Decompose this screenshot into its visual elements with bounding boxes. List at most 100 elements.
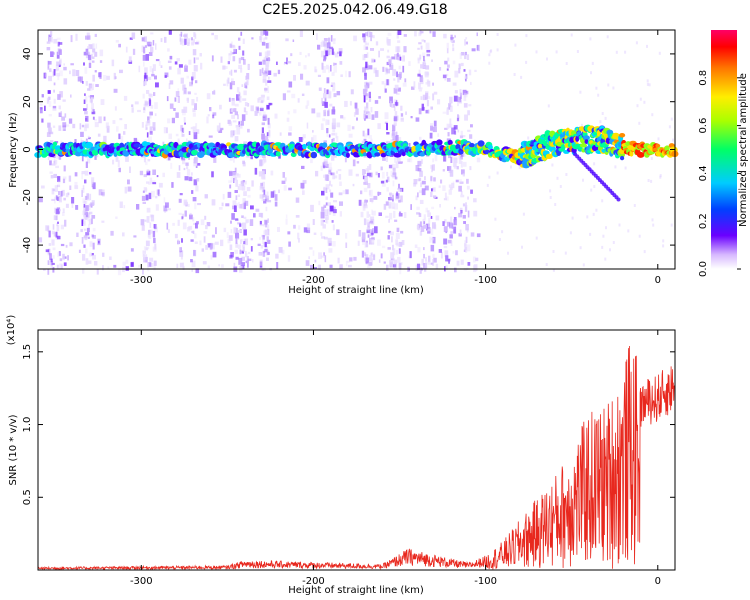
noise-speck <box>389 260 394 268</box>
noise-speck <box>435 263 439 270</box>
noise-speck <box>417 192 419 198</box>
noise-speck <box>91 218 93 225</box>
noise-speck <box>177 239 179 245</box>
noise-speck <box>288 126 293 131</box>
noise-speck <box>180 125 183 132</box>
noise-speck <box>398 161 403 164</box>
noise-speck <box>324 109 326 112</box>
noise-speck <box>51 230 55 235</box>
noise-speck <box>49 171 53 174</box>
noise-speck <box>141 45 144 53</box>
noise-speck <box>494 217 497 221</box>
noise-speck <box>432 158 434 163</box>
noise-speck <box>52 105 57 109</box>
noise-speck <box>240 31 243 36</box>
noise-speck <box>84 67 88 74</box>
noise-speck <box>55 231 58 238</box>
noise-speck <box>332 224 335 231</box>
noise-speck <box>331 82 335 85</box>
noise-speck <box>145 127 148 130</box>
noise-speck <box>92 116 95 120</box>
noise-speck <box>437 99 441 105</box>
noise-speck <box>112 159 115 165</box>
noise-speck <box>238 184 243 191</box>
noise-speck <box>434 154 438 162</box>
noise-speck <box>146 90 150 94</box>
noise-speck <box>329 189 332 193</box>
noise-speck <box>103 116 106 121</box>
noise-speck <box>98 189 103 196</box>
noise-speck <box>211 32 214 36</box>
x-tick-label: -200 <box>302 576 325 587</box>
noise-speck <box>125 259 129 264</box>
noise-speck <box>470 81 472 85</box>
noise-speck <box>380 48 384 51</box>
noise-speck <box>422 94 427 101</box>
noise-speck <box>442 185 446 191</box>
noise-speck <box>113 72 116 80</box>
noise-speck <box>358 230 362 237</box>
noise-speck <box>371 209 373 215</box>
noise-speck <box>302 190 305 195</box>
noise-speck <box>154 113 157 117</box>
noise-speck <box>238 230 242 233</box>
noise-speck <box>177 96 180 103</box>
noise-speck <box>43 268 46 271</box>
noise-speck <box>119 201 123 208</box>
noise-speck <box>88 253 93 257</box>
noise-speck <box>559 185 562 188</box>
noise-speck <box>82 81 84 84</box>
noise-speck <box>168 66 172 70</box>
noise-speck <box>74 139 77 145</box>
noise-speck <box>363 113 367 120</box>
noise-speck <box>132 48 136 55</box>
noise-speck <box>67 255 69 261</box>
noise-speck <box>365 108 369 112</box>
noise-speck <box>245 260 249 264</box>
noise-speck <box>230 229 233 234</box>
noise-speck <box>246 219 248 224</box>
noise-speck <box>418 160 422 167</box>
noise-speck <box>591 61 594 65</box>
noise-speck <box>430 125 433 131</box>
noise-speck <box>496 33 499 36</box>
noise-speck <box>488 175 491 179</box>
noise-speck <box>464 240 467 247</box>
noise-speck <box>348 264 352 268</box>
noise-speck <box>262 181 265 188</box>
noise-speck <box>274 194 278 201</box>
noise-speck <box>451 40 455 43</box>
noise-speck <box>450 231 453 235</box>
noise-speck <box>265 114 268 121</box>
noise-speck <box>282 93 286 101</box>
noise-speck <box>390 202 395 209</box>
ridge-blob <box>321 142 328 149</box>
noise-speck <box>590 188 593 192</box>
noise-speck <box>266 96 270 100</box>
noise-speck <box>466 178 469 184</box>
noise-speck <box>440 179 443 184</box>
noise-speck <box>61 192 65 195</box>
noise-speck <box>194 33 197 39</box>
noise-speck <box>398 137 402 142</box>
noise-speck <box>311 137 314 144</box>
noise-speck <box>84 96 88 103</box>
noise-speck <box>91 200 95 206</box>
ridge-blob <box>575 136 580 142</box>
noise-speck <box>141 195 146 201</box>
noise-speck <box>189 177 193 181</box>
noise-speck <box>95 84 99 87</box>
noise-speck <box>498 238 501 241</box>
noise-speck <box>163 197 166 204</box>
noise-speck <box>241 238 244 243</box>
noise-speck <box>417 47 420 50</box>
noise-speck <box>419 221 422 227</box>
noise-speck <box>332 206 336 214</box>
noise-speck <box>367 183 371 189</box>
noise-speck <box>176 263 179 268</box>
noise-speck <box>646 44 648 48</box>
noise-speck <box>196 221 199 225</box>
noise-speck <box>316 112 321 118</box>
noise-speck <box>224 66 228 69</box>
noise-speck <box>239 124 243 129</box>
